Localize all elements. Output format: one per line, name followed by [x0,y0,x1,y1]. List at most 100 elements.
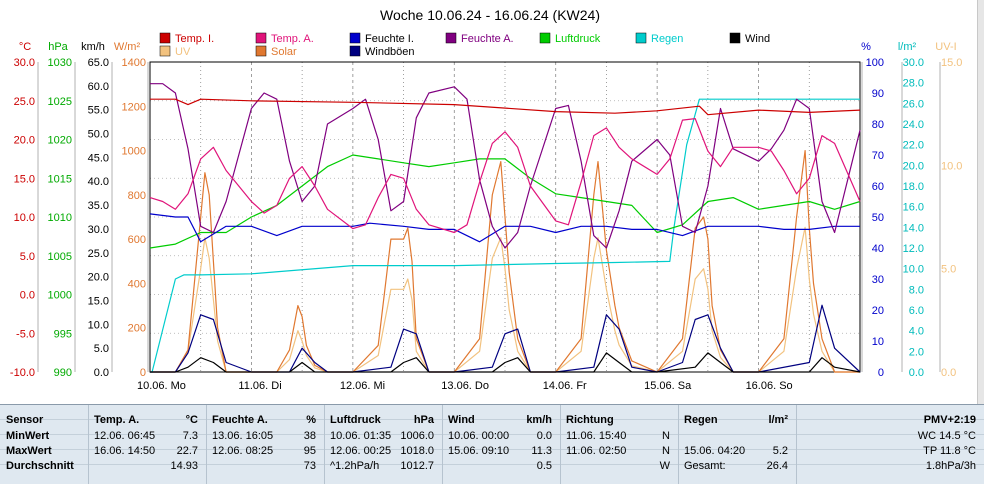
rain-total-value: 26.4 [766,460,788,472]
tick-rain-15: 0.0 [909,367,924,379]
legend-swatch-3 [445,32,457,44]
pressure-trend: ^1.2hPa/h [330,460,380,472]
humidity-max-time: 12.06. 08:25 [212,445,274,457]
wind-max-value: 11.3 [531,445,552,457]
series-temp-i [150,98,861,116]
series-temp-a [149,117,861,234]
pressure-header: Luftdruck [330,414,381,426]
tick-rain-4: 22.0 [903,140,924,152]
tick-rain-9: 12.0 [903,243,924,255]
tick-wind-9: 20.0 [88,272,109,284]
grid [150,62,860,372]
tick-solar-4: 600 [128,234,146,246]
tick-rain-2: 26.0 [903,98,924,110]
tick-temp-3: 15.0 [14,173,35,185]
legend-label-8: Solar [271,46,297,58]
tick-solar-3: 800 [128,190,146,202]
tick-temp-5: 5.0 [20,251,35,263]
row-label-avg: Durchschnitt [6,460,74,472]
tick-rain-1: 28.0 [903,78,924,90]
tick-wind-3: 50.0 [88,129,109,141]
rain-total-label: Gesamt: [684,460,726,472]
tick-rain-7: 16.0 [903,202,924,214]
legend-label-7: UV [175,46,191,58]
tick-pressure-3: 1015 [48,173,72,185]
row-label-min: MinWert [6,430,50,442]
x-label-3: 13.06. Do [441,380,489,392]
tick-wind-2: 55.0 [88,105,109,117]
legend-swatch-9 [349,45,361,57]
unit-solar: W/m² [114,41,141,53]
vertical-scrollbar[interactable] [977,0,984,404]
tick-humidity-8: 20 [872,305,884,317]
pmv-windchill: WC 14.5 °C [917,430,976,442]
tick-wind-13: 0.0 [94,367,109,379]
col-temp: Temp. A. °C 12.06. 06:45 7.3 16.06. 14:5… [88,405,207,484]
tick-uv-2: 5.0 [941,264,956,276]
tick-temp-2: 20.0 [14,135,35,147]
temp-max-time: 16.06. 14:50 [94,445,156,457]
tick-uv-3: 0.0 [941,367,956,379]
tick-wind-11: 10.0 [88,319,109,331]
tick-rain-13: 4.0 [909,326,924,338]
tick-wind-8: 25.0 [88,248,109,260]
rain-max-value: 5.2 [772,445,788,457]
pmv-header: PMV+2:19 [923,414,976,426]
direction-max-time: 11.06. 02:50 [566,445,627,457]
x-label-2: 12.06. Mi [340,380,385,392]
unit-temp: °C [19,41,31,53]
series-feuchte-i [149,213,860,243]
tick-humidity-9: 10 [872,336,884,348]
tick-temp-1: 25.0 [14,96,35,108]
temp-avg-value: 14.93 [170,460,198,472]
chart-title: Woche 10.06.24 - 16.06.24 (KW24) [380,7,600,23]
tick-humidity-5: 50 [872,212,884,224]
humidity-header: Feuchte A. [212,414,268,426]
legend-swatch-1 [255,32,267,44]
unit-rain: l/m² [898,41,917,53]
tick-uv-0: 15.0 [941,57,962,69]
temp-unit: °C [185,414,198,426]
wind-min-value: 0.0 [536,430,552,442]
stats-table: Sensor MinWert MaxWert Durchschnitt Temp… [0,404,984,484]
legend-swatch-8 [255,45,267,57]
tick-temp-6: 0.0 [20,290,35,302]
legend-label-9: Windböen [365,46,415,58]
temp-min-value: 7.3 [182,430,198,442]
tick-wind-5: 40.0 [88,176,109,188]
tick-pressure-7: 995 [54,328,72,340]
sensor-header: Sensor [6,414,44,426]
tick-temp-8: -10.0 [10,367,35,379]
rain-header: Regen [684,414,718,426]
legend-swatch-6 [729,32,741,44]
tick-pressure-8: 990 [54,367,72,379]
series-wind [150,352,861,373]
direction-avg-value: W [659,460,670,472]
series-layer [149,83,861,373]
temp-min-time: 12.06. 06:45 [94,430,156,442]
tick-rain-14: 2.0 [909,346,924,358]
legend-label-3: Feuchte A. [461,33,514,45]
x-label-1: 11.06. Di [238,380,281,392]
wind-avg-value: 0.5 [536,460,552,472]
legend-swatch-0 [159,32,171,44]
tick-wind-1: 60.0 [88,81,109,93]
legend: Temp. I. Temp. A. Feuchte I. Feuchte A. Luft… [159,32,770,58]
direction-min-value: N [662,430,670,442]
x-label-0: 10.06. Mo [137,380,186,392]
legend-label-2: Feuchte I. [365,33,414,45]
legend-swatch-5 [635,32,647,44]
tick-pressure-0: 1030 [48,57,72,69]
pressure-avg-value: 1012.7 [400,460,434,472]
series-feuchte-a [150,83,861,249]
tick-wind-4: 45.0 [88,152,109,164]
x-axis-labels: 10.06. Mo 11.06. Di 12.06. Mi 13.06. Do 14.0… [137,380,793,392]
tick-solar-6: 200 [128,323,146,335]
pressure-max-value: 1018.0 [400,445,434,457]
tick-wind-0: 65.0 [88,57,109,69]
tick-humidity-7: 30 [872,274,884,286]
tick-rain-6: 18.0 [903,181,924,193]
col-humidity: Feuchte A. % 13.06. 16:05 38 12.06. 08:2… [206,405,325,484]
legend-swatch-4 [539,32,551,44]
rain-unit: l/m² [768,414,788,426]
